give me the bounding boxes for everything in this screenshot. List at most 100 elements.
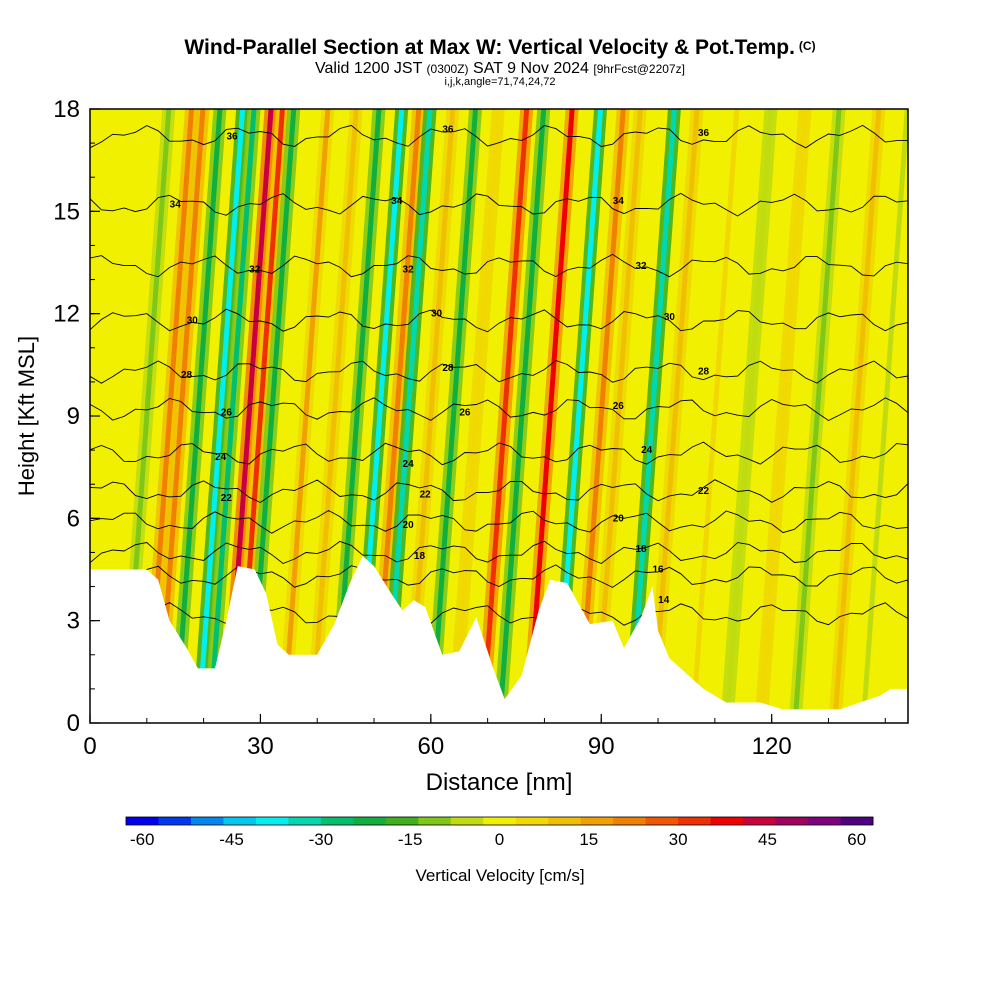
contour-label: 22 bbox=[698, 486, 710, 497]
y-tick-label: 15 bbox=[53, 198, 80, 225]
y-tick-label: 3 bbox=[67, 608, 80, 635]
y-tick-label: 0 bbox=[67, 710, 80, 737]
y-tick-label: 12 bbox=[53, 301, 80, 328]
colorbar-swatch bbox=[385, 817, 419, 825]
contour-label: 22 bbox=[420, 489, 432, 500]
colorbar-swatch bbox=[645, 817, 679, 825]
contour-label: 24 bbox=[641, 445, 653, 456]
colorbar-swatch bbox=[580, 817, 614, 825]
section-params: i,j,k,angle=71,74,24,72 bbox=[444, 76, 556, 88]
colorbar-swatch bbox=[223, 817, 257, 825]
colorbar-swatch bbox=[353, 817, 387, 825]
velocity-band-core bbox=[173, 109, 223, 723]
contour-label: 30 bbox=[431, 309, 443, 320]
velocity-band-core bbox=[576, 109, 626, 723]
plot-area bbox=[90, 109, 908, 723]
contour-label: 36 bbox=[698, 128, 710, 139]
contour-label: 26 bbox=[459, 408, 471, 419]
colorbar-swatch bbox=[126, 817, 159, 825]
velocity-band-core bbox=[480, 109, 530, 723]
valid-prefix: Valid 1200 JST bbox=[315, 60, 423, 77]
contour-label: 32 bbox=[403, 264, 415, 275]
x-tick-label: 90 bbox=[588, 733, 615, 760]
velocity-band-core bbox=[593, 109, 643, 723]
contour-label: 24 bbox=[215, 452, 227, 463]
chart-title: Wind-Parallel Section at Max W: Vertical… bbox=[0, 36, 1000, 60]
theta-contour-line bbox=[90, 124, 908, 149]
forecast-info: [9hrFcst@2207z] bbox=[593, 62, 685, 76]
contour-label: 16 bbox=[652, 565, 664, 576]
colorbar-swatch bbox=[515, 817, 549, 825]
theta-contour-line bbox=[90, 564, 908, 588]
x-axis-label: Distance [nm] bbox=[426, 769, 573, 796]
colorbar-swatch bbox=[255, 817, 289, 825]
theta-contour-line bbox=[90, 253, 908, 278]
colorbar-tick-label: 15 bbox=[579, 830, 598, 849]
colorbar-frame bbox=[125, 816, 874, 826]
copyright-mark: (C) bbox=[798, 39, 816, 53]
x-tick-label: 60 bbox=[417, 733, 444, 760]
colorbar-swatch bbox=[743, 817, 777, 825]
colorbar-swatch bbox=[288, 817, 322, 825]
contour-labels: 36 36 36 34 34 34 32 32 32 30 30 30 28 28 28 26 26 26 24 24… bbox=[170, 124, 710, 606]
contour-label: 28 bbox=[698, 367, 710, 378]
colorbar-tick-label: 60 bbox=[847, 830, 866, 849]
colorbar-tick-label: 45 bbox=[758, 830, 777, 849]
colorbar-swatch bbox=[320, 817, 354, 825]
contour-label: 32 bbox=[249, 264, 261, 275]
velocity-band-core bbox=[332, 109, 382, 723]
colorbar-tick-label: -45 bbox=[219, 830, 244, 849]
contour-label: 34 bbox=[391, 196, 403, 207]
y-axis-label: Height [Kft MSL] bbox=[14, 336, 39, 496]
colorbar-swatch bbox=[483, 817, 517, 825]
contour-label: 20 bbox=[613, 513, 625, 524]
velocity-band-core bbox=[281, 109, 331, 723]
theta-contours bbox=[90, 124, 908, 626]
theta-contour-line bbox=[90, 441, 908, 466]
terrain-mask bbox=[90, 555, 908, 723]
colorbar-label: Vertical Velocity [cm/s] bbox=[415, 866, 584, 885]
colorbar-tick-label: 0 bbox=[495, 830, 504, 849]
colorbar-tick-label: -30 bbox=[309, 830, 334, 849]
colorbar-swatch bbox=[840, 817, 874, 825]
colorbar-swatch bbox=[710, 817, 744, 825]
contour-label: 18 bbox=[414, 551, 426, 562]
colorbar-swatch bbox=[158, 817, 192, 825]
y-tick-label: 18 bbox=[53, 96, 80, 123]
theta-contour-line bbox=[90, 479, 908, 504]
contour-label: 36 bbox=[226, 131, 238, 142]
theta-contour-line bbox=[90, 192, 908, 217]
velocity-band-core bbox=[372, 109, 422, 723]
contour-label: 36 bbox=[442, 124, 454, 135]
velocity-band-core bbox=[156, 109, 206, 723]
theta-contour-line bbox=[90, 397, 908, 422]
contour-label: 22 bbox=[221, 493, 233, 504]
contour-label: 20 bbox=[403, 520, 415, 531]
colorbar-tick-label: -15 bbox=[398, 830, 423, 849]
velocity-band-core bbox=[451, 109, 501, 723]
x-tick-label: 0 bbox=[83, 733, 96, 760]
theta-contour-line bbox=[90, 540, 908, 565]
contour-label: 28 bbox=[442, 363, 454, 374]
velocity-band-core bbox=[207, 109, 257, 723]
chart-title-text: Wind-Parallel Section at Max W: Vertical… bbox=[184, 36, 795, 59]
velocity-band-core bbox=[627, 109, 677, 723]
contour-label: 28 bbox=[181, 370, 193, 381]
theta-contour-line bbox=[90, 359, 908, 384]
velocity-band-core bbox=[554, 109, 604, 723]
colorbar-swatch bbox=[808, 817, 842, 825]
velocity-band-core bbox=[406, 109, 456, 723]
terrain-fill bbox=[90, 555, 908, 723]
contour-label: 14 bbox=[658, 595, 670, 606]
theta-contour-line bbox=[90, 509, 908, 534]
velocity-band-core bbox=[309, 109, 359, 723]
chart-subtitle: Valid 1200 JST (0300Z) SAT 9 Nov 2024 [9… bbox=[0, 60, 1000, 78]
velocity-band-core bbox=[758, 109, 808, 723]
velocity-band-core bbox=[525, 109, 575, 723]
x-tick-label: 120 bbox=[752, 733, 792, 760]
contour-label: 26 bbox=[221, 408, 233, 419]
velocity-band-core bbox=[224, 109, 274, 723]
contour-label: 24 bbox=[403, 459, 415, 470]
colorbar-swatch bbox=[450, 817, 484, 825]
contour-label: 18 bbox=[635, 544, 647, 555]
